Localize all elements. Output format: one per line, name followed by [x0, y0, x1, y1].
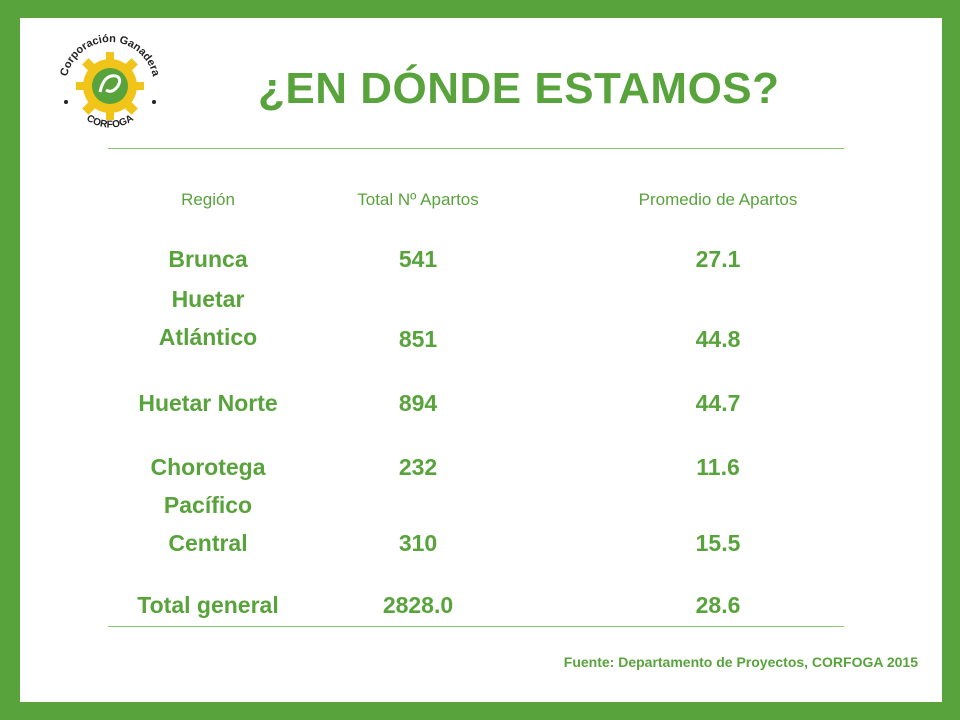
table-cell-promedio: 15.5 — [695, 530, 741, 556]
svg-text:CORFOGA: CORFOGA — [84, 113, 135, 131]
slide: Corporación Ganadera CORFOGA ¿EN DÓNDE E… — [20, 18, 942, 702]
table-bottom-rule — [108, 626, 844, 627]
table-cell-promedio: 11.6 — [696, 454, 740, 480]
corfoga-logo: Corporación Ganadera CORFOGA — [52, 30, 168, 142]
table-cell-promedio: 44.7 — [695, 390, 741, 416]
table-cell-region-total: Total general — [137, 592, 279, 618]
table-cell-region: Central — [168, 530, 248, 556]
table-cell-promedio: 44.8 — [695, 326, 741, 352]
table-cell-total: 541 — [398, 246, 438, 272]
table-cell-total: 894 — [398, 390, 438, 416]
header-promedio: Promedio de Apartos — [638, 190, 798, 209]
table-cell-promedio: 27.1 — [695, 246, 741, 272]
logo-text-bottom: CORFOGA — [84, 113, 135, 131]
logo-emblem-icon: Corporación Ganadera CORFOGA — [55, 31, 165, 141]
table-cell-total-sum: 2828.0 — [382, 592, 454, 618]
table-cell-region: Chorotega Pacífico — [150, 454, 266, 518]
table-cell-promedio-total: 28.6 — [695, 592, 741, 618]
source-note: Fuente: Departamento de Proyectos, CORFO… — [563, 654, 918, 670]
header-total: Total Nº Apartos — [357, 190, 479, 209]
table-cell-region: Brunca — [168, 246, 248, 272]
table-cell-region: Huetar Atlántico — [158, 286, 258, 350]
header-region: Región — [181, 190, 235, 209]
table-cell-total: 851 — [398, 326, 438, 352]
table-cell-total: 232 — [398, 454, 438, 480]
table-cell-region: Huetar Norte — [138, 390, 278, 416]
page-title: ¿EN DÓNDE ESTAMOS? — [258, 64, 780, 113]
table-top-rule — [108, 148, 844, 149]
table-cell-total: 310 — [398, 530, 438, 556]
